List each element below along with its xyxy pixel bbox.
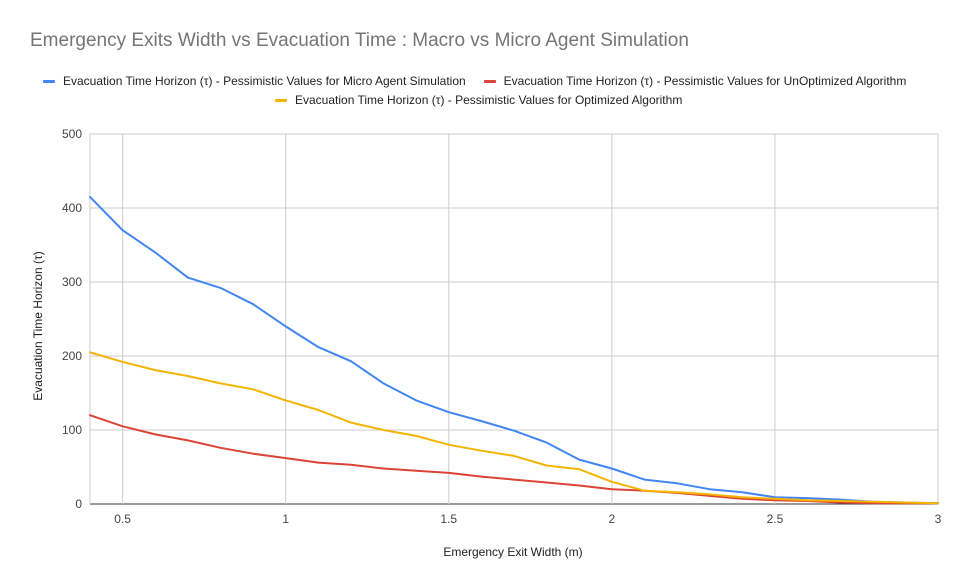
series-line-unoptimized — [89, 414, 939, 505]
x-tick-label: 0.5 — [114, 512, 131, 526]
legend-item-micro[interactable]: Evacuation Time Horizon (τ) - Pessimisti… — [43, 74, 466, 88]
y-tick-label: 400 — [62, 201, 82, 215]
x-tick-label: 2 — [609, 512, 616, 526]
legend-swatch-optimized — [275, 98, 287, 102]
y-tick-label: 500 — [62, 127, 82, 141]
y-axis-title: Evacuation Time Horizon (τ) — [31, 251, 45, 400]
legend-item-unoptimized[interactable]: Evacuation Time Horizon (τ) - Pessimisti… — [483, 74, 907, 88]
legend-row-1: Evacuation Time Horizon (τ) - Pessimisti… — [43, 74, 906, 88]
legend-label-micro: Evacuation Time Horizon (τ) - Pessimisti… — [63, 74, 466, 88]
legend-swatch-unoptimized — [483, 79, 496, 83]
y-tick-label: 200 — [62, 349, 82, 363]
y-tick-label: 300 — [62, 275, 82, 289]
series-line-micro — [89, 195, 939, 505]
x-axis-ticks: 0.5 1 1.5 2 2.5 3 — [114, 512, 941, 526]
series-line-optimized — [89, 351, 939, 505]
legend-label-optimized: Evacuation Time Horizon (τ) - Pessimisti… — [295, 93, 683, 107]
legend-item-optimized[interactable]: Evacuation Time Horizon (τ) - Pessimisti… — [275, 93, 682, 107]
y-tick-label: 100 — [62, 423, 82, 437]
x-tick-label: 1.5 — [440, 512, 457, 526]
chart-title: Emergency Exits Width vs Evacuation Time… — [30, 30, 689, 51]
legend-label-unoptimized: Evacuation Time Horizon (τ) - Pessimisti… — [503, 74, 907, 88]
gridlines — [89, 133, 939, 505]
series-lines — [89, 195, 939, 505]
x-axis-title: Emergency Exit Width (m) — [443, 545, 582, 559]
legend-row-2: Evacuation Time Horizon (τ) - Pessimisti… — [275, 93, 682, 107]
y-tick-label: 0 — [75, 497, 82, 511]
y-axis-ticks: 0 100 200 300 400 500 — [62, 127, 82, 511]
x-tick-label: 1 — [282, 512, 289, 526]
legend-swatch-micro — [43, 79, 55, 83]
x-tick-label: 3 — [935, 512, 942, 526]
x-tick-label: 2.5 — [767, 512, 784, 526]
